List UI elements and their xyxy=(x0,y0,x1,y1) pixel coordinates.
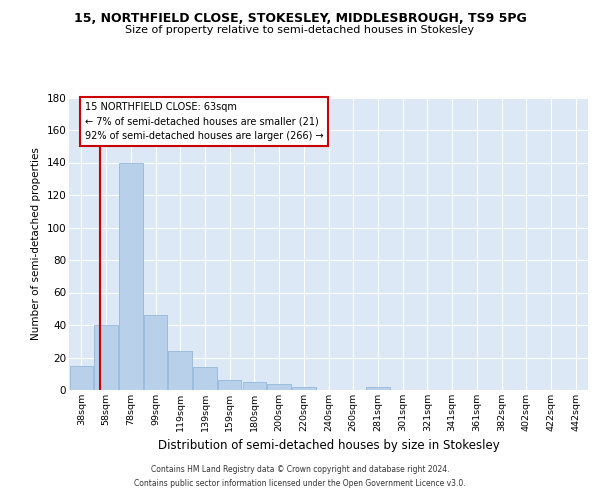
Text: 15, NORTHFIELD CLOSE, STOKESLEY, MIDDLESBROUGH, TS9 5PG: 15, NORTHFIELD CLOSE, STOKESLEY, MIDDLES… xyxy=(74,12,526,26)
Y-axis label: Number of semi-detached properties: Number of semi-detached properties xyxy=(31,148,41,340)
Bar xyxy=(218,380,241,390)
Bar xyxy=(268,384,291,390)
Bar xyxy=(193,367,217,390)
X-axis label: Distribution of semi-detached houses by size in Stokesley: Distribution of semi-detached houses by … xyxy=(158,440,499,452)
Bar xyxy=(94,325,118,390)
Bar xyxy=(119,162,143,390)
Bar xyxy=(242,382,266,390)
Text: Size of property relative to semi-detached houses in Stokesley: Size of property relative to semi-detach… xyxy=(125,25,475,35)
Bar xyxy=(144,316,167,390)
Text: Contains HM Land Registry data © Crown copyright and database right 2024.
Contai: Contains HM Land Registry data © Crown c… xyxy=(134,466,466,487)
Bar xyxy=(366,387,389,390)
Bar xyxy=(292,387,316,390)
Bar xyxy=(169,351,192,390)
Text: 15 NORTHFIELD CLOSE: 63sqm
← 7% of semi-detached houses are smaller (21)
92% of : 15 NORTHFIELD CLOSE: 63sqm ← 7% of semi-… xyxy=(85,102,323,142)
Bar xyxy=(70,366,93,390)
